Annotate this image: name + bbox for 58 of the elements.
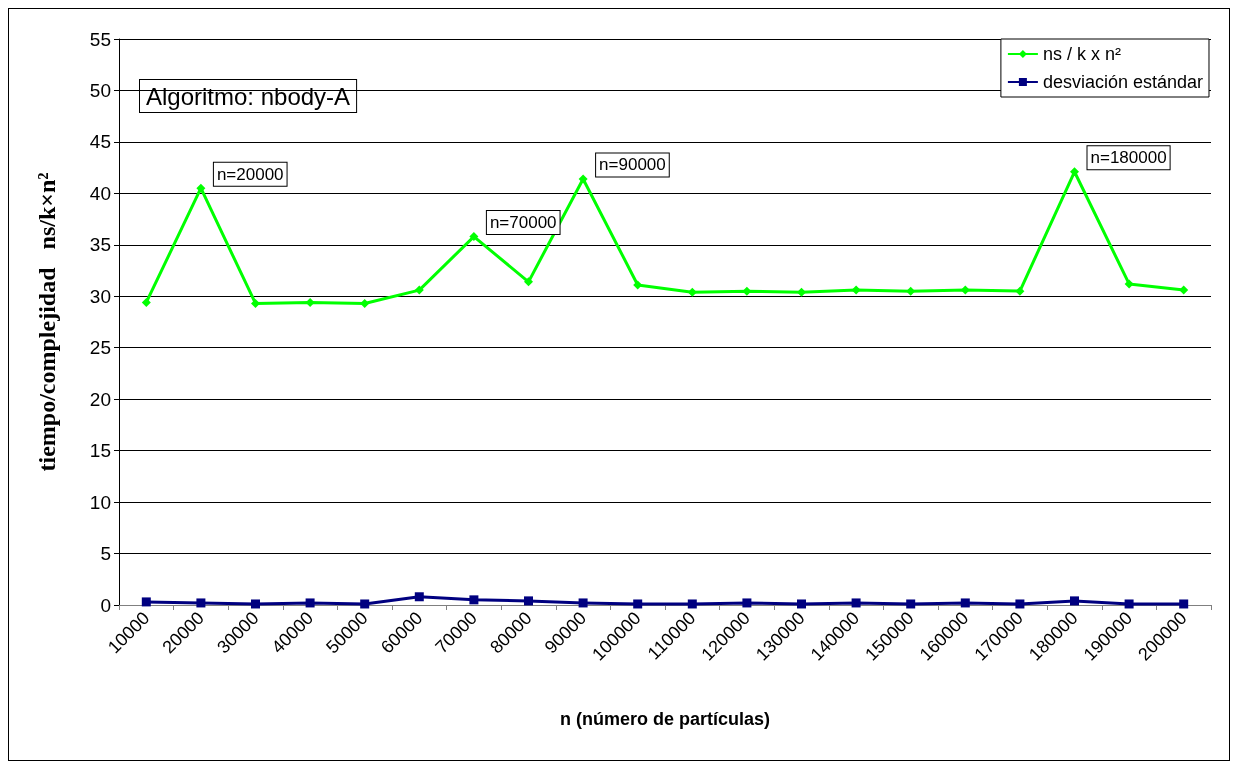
y-tick-label: 15 bbox=[89, 440, 111, 462]
point bbox=[687, 287, 697, 297]
point bbox=[851, 598, 861, 608]
point bbox=[524, 277, 533, 287]
annotation: n=180000 bbox=[1090, 148, 1167, 168]
point bbox=[1179, 599, 1189, 609]
point bbox=[742, 598, 752, 608]
y-tick-label: 50 bbox=[89, 79, 111, 101]
point bbox=[414, 285, 424, 295]
point bbox=[1070, 596, 1079, 606]
y-tick-label: 0 bbox=[100, 594, 111, 616]
point bbox=[414, 592, 424, 602]
y-tick-label: 20 bbox=[89, 388, 111, 410]
point bbox=[851, 285, 861, 295]
point bbox=[469, 232, 479, 242]
point bbox=[1124, 279, 1134, 289]
point bbox=[960, 598, 970, 608]
point bbox=[633, 599, 643, 609]
point bbox=[360, 599, 370, 609]
point bbox=[1015, 286, 1025, 296]
annotation: n=20000 bbox=[216, 164, 284, 184]
point bbox=[797, 287, 806, 297]
y-tick-label: 5 bbox=[100, 543, 111, 565]
point bbox=[141, 597, 151, 607]
point bbox=[578, 174, 588, 184]
point bbox=[360, 298, 370, 308]
point bbox=[524, 596, 533, 606]
point bbox=[906, 599, 916, 609]
point bbox=[578, 598, 588, 608]
point bbox=[251, 599, 260, 609]
y-tick-label: 25 bbox=[89, 337, 111, 359]
annotation: n=70000 bbox=[489, 213, 557, 233]
point bbox=[305, 297, 315, 307]
point bbox=[1070, 167, 1079, 177]
point bbox=[1179, 285, 1189, 295]
point bbox=[251, 298, 260, 308]
x-axis-title: n (número de partículas) bbox=[559, 709, 771, 729]
point bbox=[1124, 599, 1134, 609]
point bbox=[1015, 599, 1025, 609]
y-tick-label: 30 bbox=[89, 285, 111, 307]
point bbox=[196, 183, 206, 193]
point bbox=[687, 599, 697, 609]
point bbox=[196, 598, 206, 608]
y-tick-label: 40 bbox=[89, 182, 111, 204]
annotation: Algoritmo: nbody-A bbox=[146, 82, 351, 110]
y-tick-label: 45 bbox=[89, 131, 111, 153]
y-axis-title: tiempo/complejidad ns/k×n² bbox=[34, 172, 60, 472]
y-tick-label: 35 bbox=[89, 234, 111, 256]
legend-label: desviación estándar bbox=[1042, 72, 1204, 92]
point bbox=[906, 286, 916, 296]
y-tick-label: 55 bbox=[89, 28, 111, 50]
point bbox=[469, 595, 479, 605]
point bbox=[797, 599, 806, 609]
y-tick-label: 10 bbox=[89, 491, 111, 513]
legend-label: ns / k x n² bbox=[1042, 44, 1121, 64]
annotation: n=90000 bbox=[599, 155, 666, 175]
point bbox=[305, 598, 315, 608]
point bbox=[141, 297, 151, 307]
